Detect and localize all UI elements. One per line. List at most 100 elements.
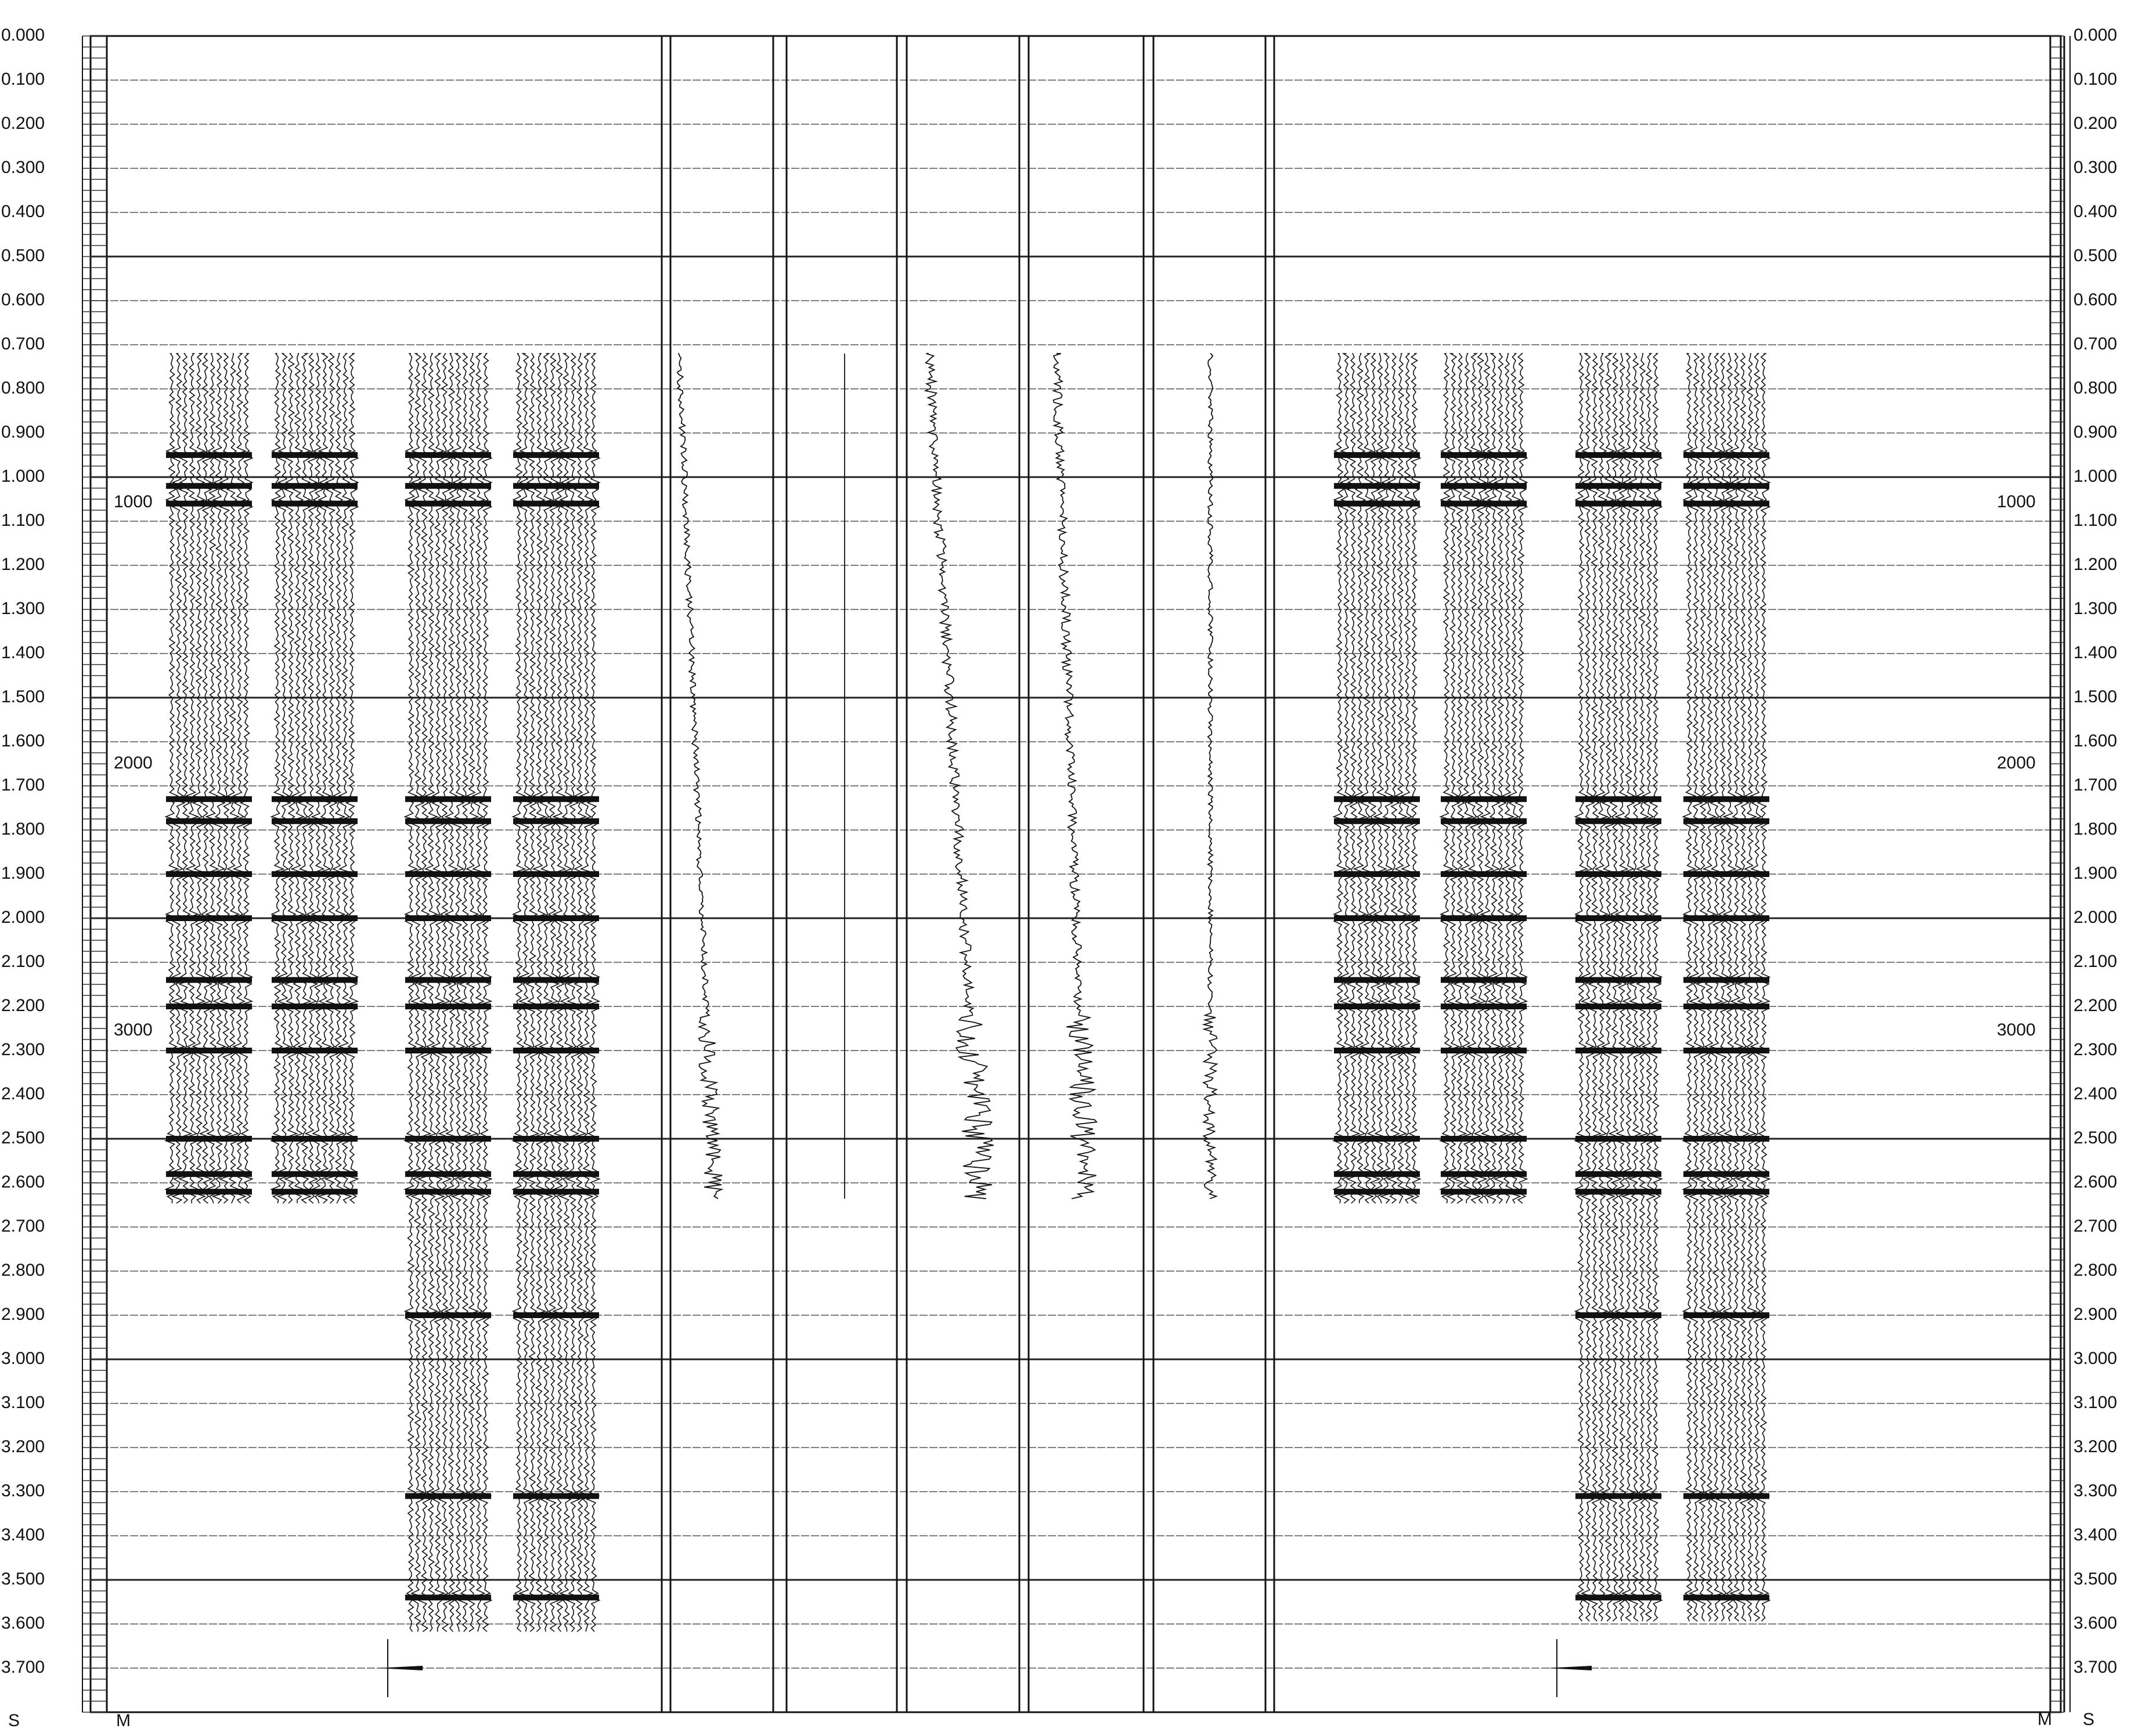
seismic-event — [166, 1136, 252, 1142]
seismic-trace — [1634, 353, 1650, 1622]
seismic-trace — [1499, 353, 1515, 1204]
time-label: 3.100 — [2074, 1393, 2118, 1412]
time-label: 3.200 — [2074, 1437, 2118, 1456]
time-label: 1.400 — [1, 643, 45, 662]
seismic-trace — [1580, 353, 1596, 1622]
seismic-panel — [1574, 353, 1663, 1622]
seismic-trace — [430, 353, 446, 1632]
seismic-event — [1441, 452, 1527, 458]
seismic-trace — [1600, 353, 1616, 1622]
depth-label: 2000 — [114, 753, 153, 773]
seismic-event — [1683, 871, 1769, 877]
seismic-trace — [1506, 353, 1522, 1204]
time-label: 1.300 — [1, 599, 45, 618]
seismic-panel — [1682, 353, 1771, 1622]
seismic-event — [272, 483, 358, 489]
seismic-event — [1683, 452, 1769, 458]
time-label: 0.300 — [1, 158, 45, 177]
seismic-event — [405, 1004, 491, 1009]
time-label: 0.500 — [1, 246, 45, 265]
seismic-event — [1683, 796, 1769, 802]
seismic-event — [1334, 1136, 1420, 1142]
time-label: 0.900 — [1, 423, 45, 442]
wavelet-marker — [1546, 1639, 1592, 1697]
time-label: 0.000 — [2074, 26, 2118, 45]
seismic-trace — [1479, 353, 1495, 1204]
seismic-event — [1575, 452, 1661, 458]
seismic-trace — [565, 353, 581, 1632]
seismic-event — [1575, 483, 1661, 489]
seismic-event — [272, 871, 358, 877]
time-label: 2.000 — [1, 908, 45, 927]
seismic-event — [1441, 1171, 1527, 1177]
seismic-event — [405, 871, 491, 877]
seismic-event — [1575, 1171, 1661, 1177]
seismic-event — [1683, 1189, 1769, 1195]
seismic-trace — [1715, 353, 1730, 1622]
seismic-trace — [423, 353, 439, 1632]
time-label: 1.700 — [2074, 775, 2118, 795]
seismic-panel — [511, 353, 601, 1632]
seismic-event — [1441, 1004, 1527, 1009]
seismic-trace — [585, 353, 601, 1632]
seismic-trace — [457, 353, 473, 1632]
seismic-event — [513, 1312, 599, 1318]
seismic-trace — [558, 353, 574, 1632]
seismic-event — [513, 1189, 599, 1195]
seismic-event — [1575, 1493, 1661, 1499]
seismic-trace — [1695, 353, 1711, 1622]
seismic-event — [1334, 500, 1420, 507]
seismic-event — [1334, 483, 1420, 489]
seismic-trace — [1574, 353, 1589, 1622]
seismic-event — [1334, 1004, 1420, 1009]
seismic-event — [1334, 818, 1420, 824]
time-label: 3.100 — [1, 1393, 45, 1412]
time-label: 2.300 — [2074, 1040, 2118, 1059]
time-label: 1.600 — [1, 731, 45, 750]
seismic-event — [1683, 483, 1769, 489]
seismic-event — [513, 1594, 599, 1601]
time-label: 1.000 — [2074, 467, 2118, 486]
seismic-event — [166, 977, 252, 983]
time-label: 1.800 — [1, 820, 45, 839]
seismic-trace — [1332, 353, 1348, 1204]
seismic-event — [1575, 1048, 1661, 1053]
seismic-trace — [269, 353, 286, 1204]
log-curve-velocity — [676, 353, 724, 1199]
seismic-trace — [303, 353, 319, 1204]
seismic-event — [1683, 1048, 1769, 1053]
log-curve-density — [924, 353, 994, 1200]
seismic-event — [405, 452, 491, 458]
time-label: 0.800 — [2074, 378, 2118, 398]
seismic-event — [1334, 915, 1420, 921]
time-label: 1.800 — [2074, 820, 2118, 839]
depth-label: 3000 — [114, 1020, 153, 1040]
seismic-event — [166, 1048, 252, 1053]
time-label: 3.300 — [2074, 1481, 2118, 1500]
time-label: 0.100 — [2074, 70, 2118, 89]
time-label: 0.200 — [2074, 114, 2118, 133]
time-label: 0.500 — [2074, 246, 2118, 265]
time-label: 1.100 — [2074, 511, 2118, 530]
seismic-event — [1683, 1136, 1769, 1142]
time-label: 1.900 — [1, 864, 45, 883]
well-log-curves — [676, 353, 1218, 1200]
time-label: 1.700 — [1, 775, 45, 795]
time-label: 0.400 — [2074, 202, 2118, 221]
seismic-trace — [184, 353, 200, 1204]
time-label: 2.600 — [2074, 1172, 2118, 1192]
seismic-event — [405, 818, 491, 824]
seismic-trace — [450, 353, 466, 1632]
wavelets — [377, 1639, 1592, 1697]
seismic-event — [1683, 915, 1769, 921]
seismic-event — [1683, 1004, 1769, 1009]
seismic-event — [1575, 1312, 1661, 1318]
seismic-event — [272, 796, 358, 802]
seismic-trace — [1736, 353, 1751, 1622]
seismic-trace — [1486, 353, 1502, 1204]
seismic-trace — [1607, 353, 1623, 1622]
seismic-event — [405, 500, 491, 507]
seismic-event — [1334, 796, 1420, 802]
seismic-event — [1334, 871, 1420, 877]
seismic-trace — [1722, 353, 1737, 1622]
